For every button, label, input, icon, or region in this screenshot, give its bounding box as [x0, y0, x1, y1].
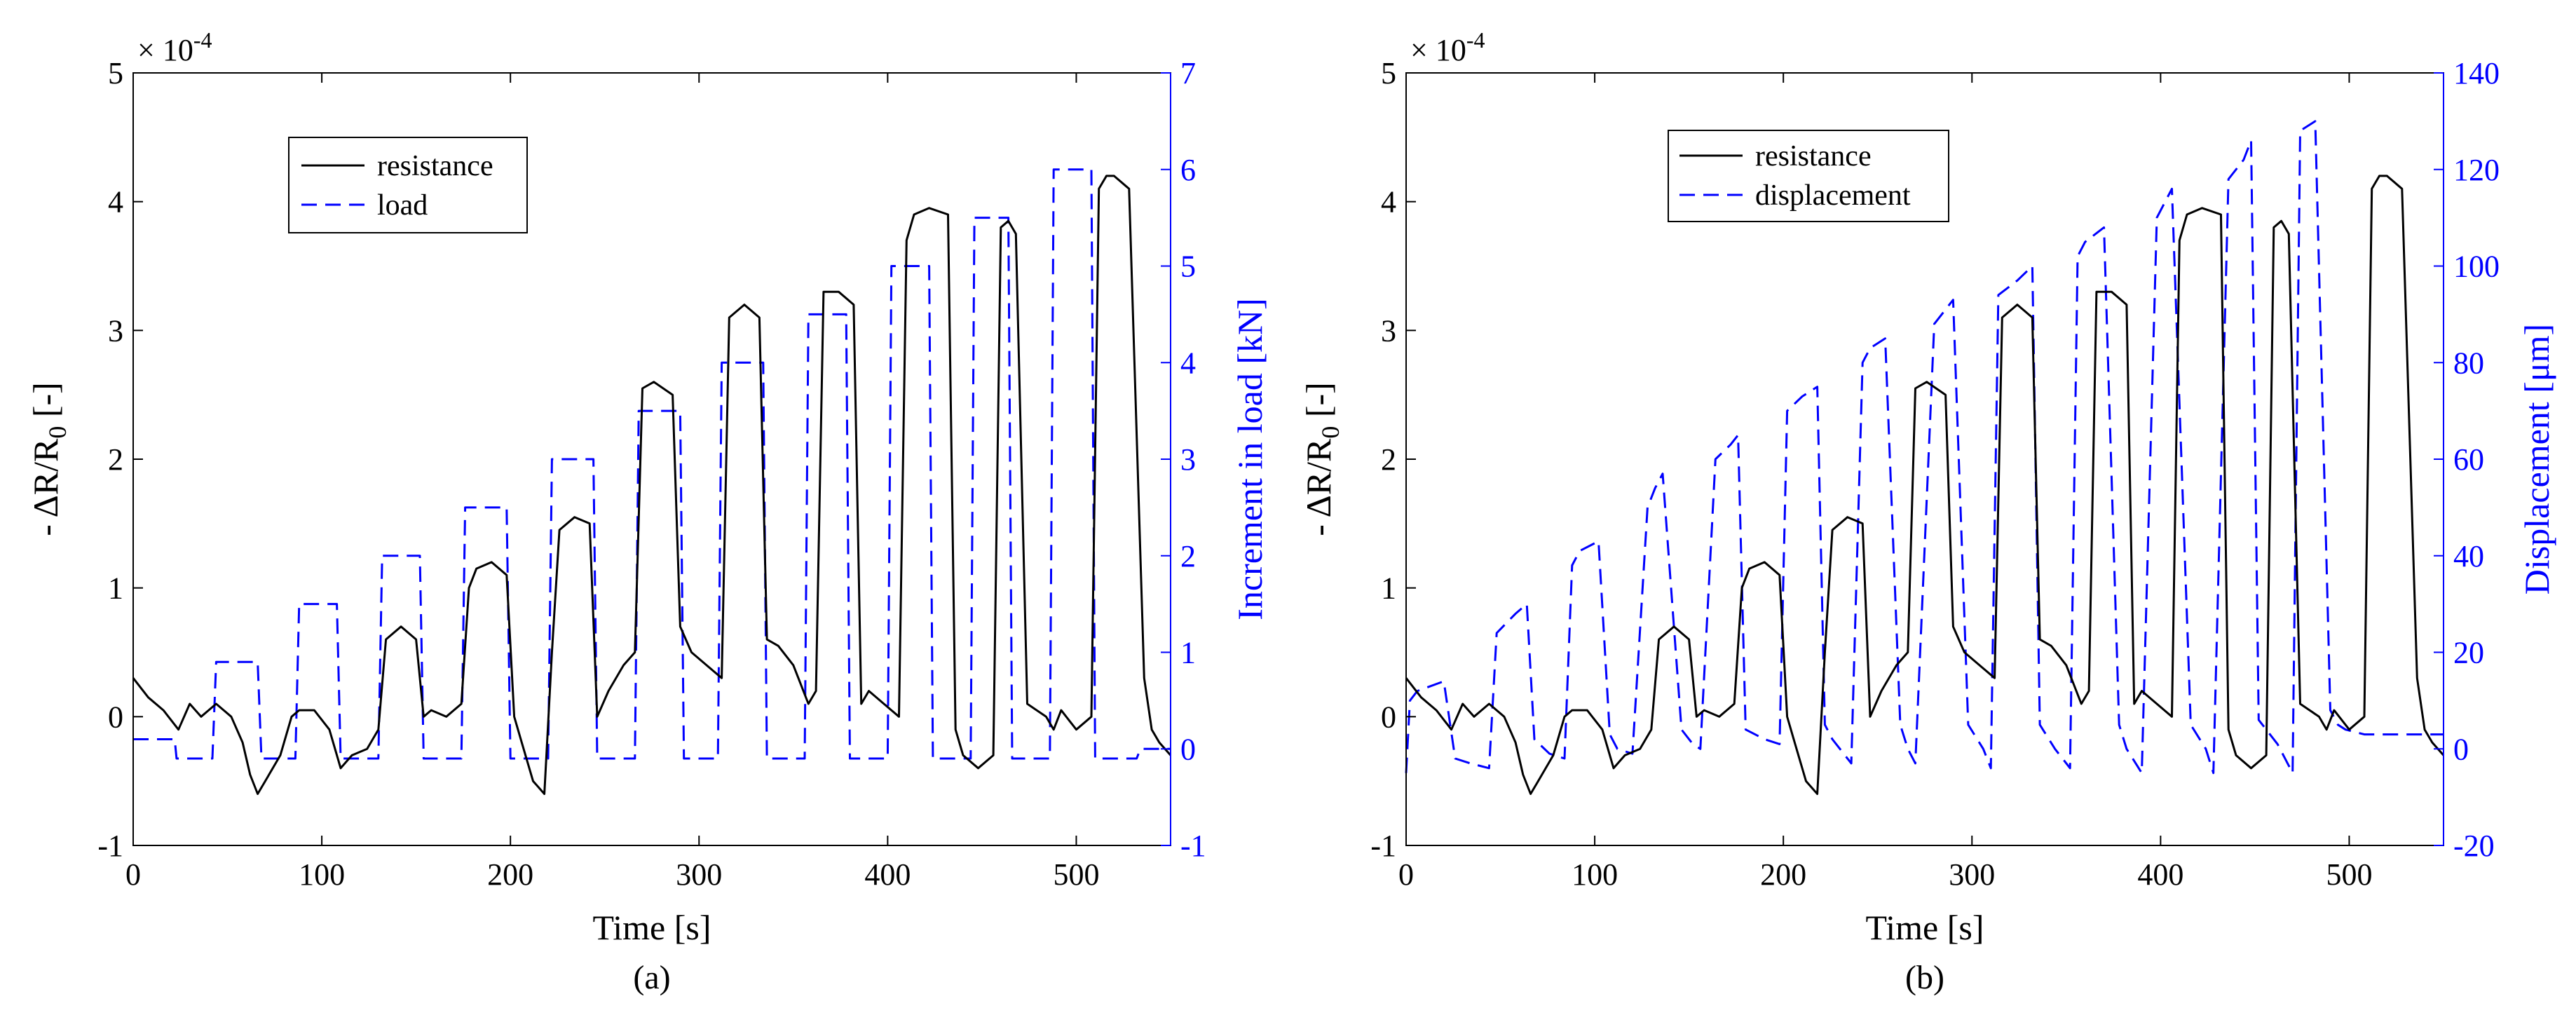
x-axis-title: Time [s] [592, 908, 711, 947]
legend-label-resistance: resistance [377, 150, 493, 182]
x-tick-label: 300 [1949, 857, 1995, 892]
y-tick-label-right: 0 [1180, 732, 1196, 766]
y-tick-label-right: 6 [1180, 153, 1196, 187]
y-tick-label-right: 7 [1180, 56, 1196, 90]
y-tick-label: -1 [1370, 829, 1396, 863]
x-tick-label: 300 [676, 857, 722, 892]
y-tick-label: 2 [1381, 442, 1396, 477]
x-axis-title: Time [s] [1865, 908, 1984, 947]
y-tick-label-right: 20 [2453, 636, 2484, 670]
y-tick-label: 4 [108, 185, 123, 219]
x-tick-label: 500 [2326, 857, 2372, 892]
series-line-resistance [1405, 175, 2445, 795]
y-axis-title: - ΔR/R0 [-] [1299, 382, 1344, 536]
exponent-label: × 10-4 [137, 27, 212, 67]
y-tick-label: 0 [1381, 700, 1396, 734]
y-tick-label: 1 [108, 571, 123, 606]
legend-box [288, 137, 528, 233]
legend: resistance load [288, 137, 528, 233]
x-tick-label: 100 [1572, 857, 1618, 892]
legend-label-displacement: displacement [1755, 179, 1911, 212]
series-line-load [133, 168, 1171, 760]
y-axis-right-title: Displacement [μm] [2517, 324, 2556, 594]
x-tick-label: 400 [864, 857, 911, 892]
y-tick-label: 4 [1381, 185, 1396, 219]
legend-label-load: load [377, 189, 428, 222]
y-tick-label-right: 140 [2453, 56, 2500, 90]
panel-b: × 10-4 0 100 200 300 400 500-1012345-20020406… [1299, 27, 2556, 996]
y-tick-label-right: 40 [2453, 539, 2484, 573]
y-tick-label-right: -1 [1180, 829, 1206, 863]
y-tick-label-right: 120 [2453, 153, 2500, 187]
x-tick-label: 500 [1053, 857, 1099, 892]
panel-caption: (a) [633, 959, 670, 996]
y-tick-label: 5 [1381, 56, 1396, 90]
y-tick-label-right: 2 [1180, 539, 1196, 573]
y-tick-label-right: 80 [2453, 346, 2484, 380]
y-tick-label: 5 [108, 56, 123, 90]
y-tick-label-right: 60 [2453, 442, 2484, 477]
panel-a: × 10-4 0 100 200 300 400 500-1012345-10123456… [26, 27, 1269, 996]
y-tick-label-right: -20 [2453, 829, 2495, 863]
x-tick-label: 200 [1760, 857, 1806, 892]
y-tick-label-right: 100 [2453, 250, 2500, 284]
y-tick-label: 3 [108, 313, 123, 348]
y-tick-label-right: 5 [1180, 250, 1196, 284]
series-line-displacement [1405, 120, 2444, 775]
y-tick-label: 3 [1381, 313, 1396, 348]
x-tick-label: 0 [125, 857, 141, 892]
legend-box [1668, 130, 1949, 222]
x-tick-label: 100 [299, 857, 345, 892]
y-tick-label: 1 [1381, 571, 1396, 606]
y-tick-label-right: 3 [1180, 442, 1196, 477]
series-line-resistance [132, 175, 1172, 795]
y-tick-label: -1 [97, 829, 123, 863]
y-axis-right-title: Increment in load [kN] [1230, 298, 1269, 620]
x-tick-label: 400 [2137, 857, 2183, 892]
x-tick-label: 0 [1398, 857, 1414, 892]
y-tick-label-right: 4 [1180, 346, 1196, 380]
y-tick-label-right: 0 [2453, 732, 2469, 766]
y-axis-title: - ΔR/R0 [-] [26, 382, 71, 536]
x-tick-label: 200 [487, 857, 533, 892]
y-tick-label: 2 [108, 442, 123, 477]
y-tick-label: 0 [108, 700, 123, 734]
exponent-label: × 10-4 [1410, 27, 1485, 67]
legend-label-resistance: resistance [1755, 140, 1872, 172]
y-tick-label-right: 1 [1180, 636, 1196, 670]
panel-caption: (b) [1905, 959, 1944, 996]
legend: resistance displacement [1668, 130, 1949, 222]
